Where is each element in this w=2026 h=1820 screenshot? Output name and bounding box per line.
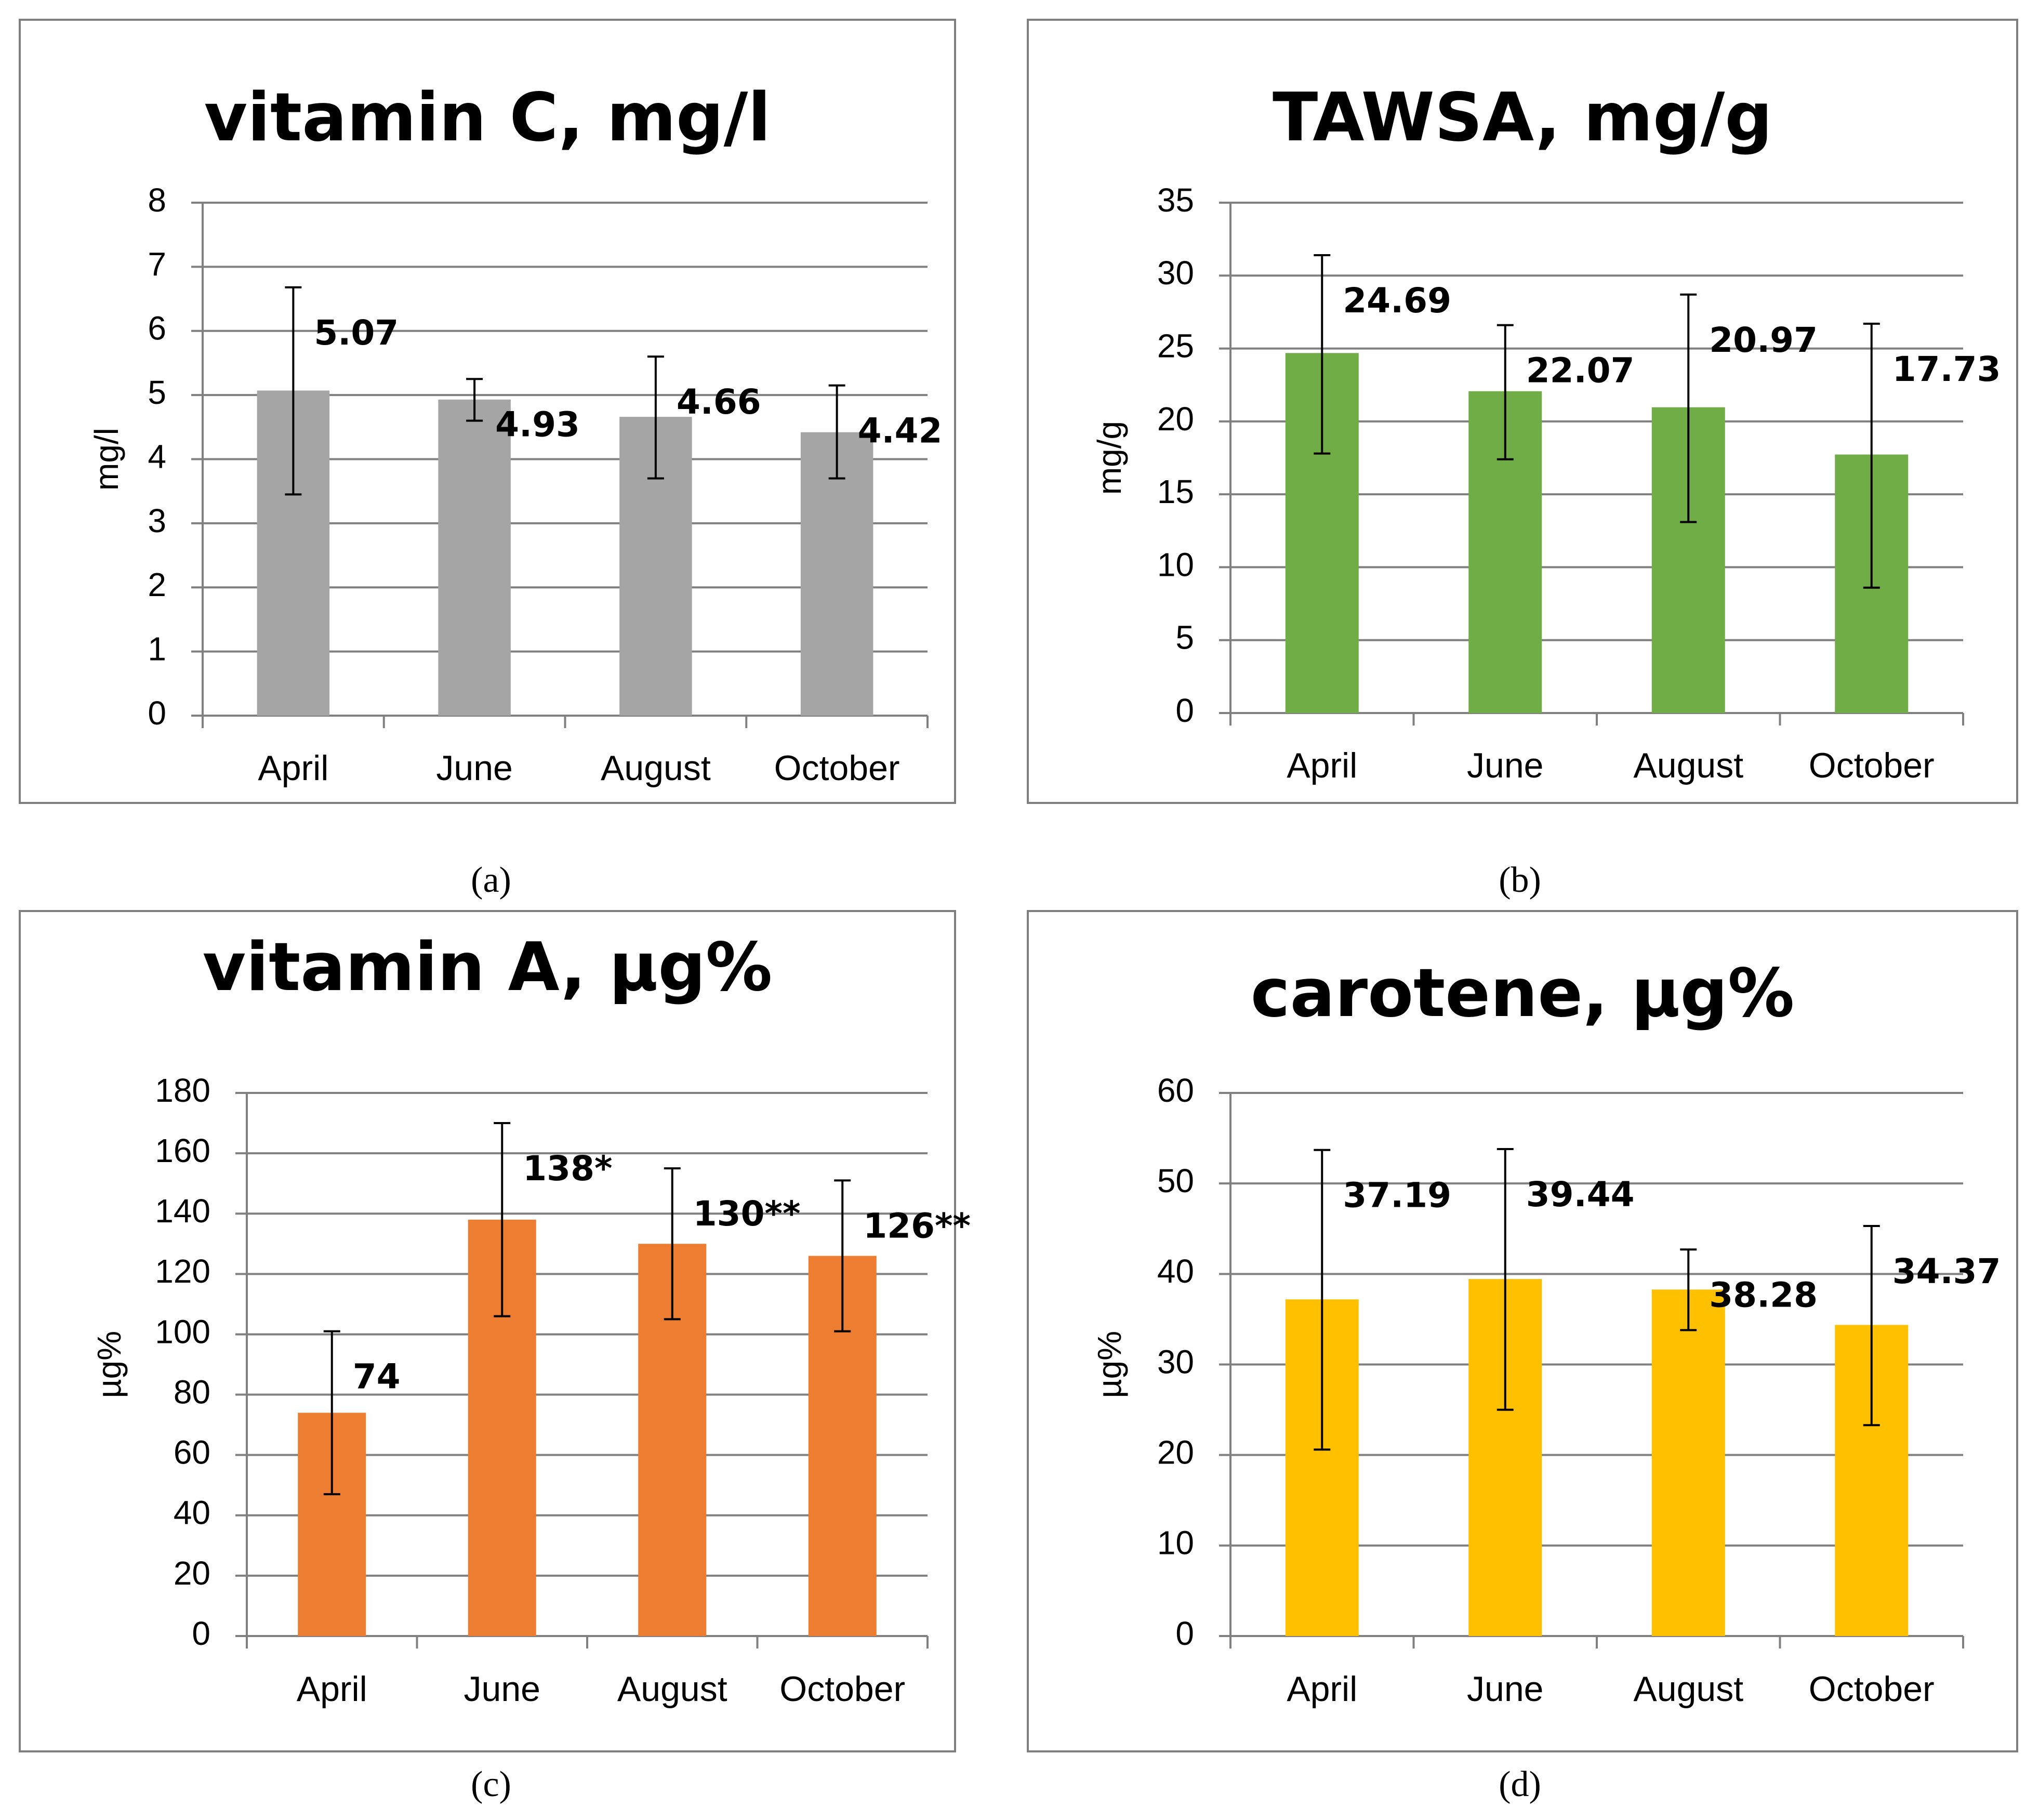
x-tick-label: August [617, 1669, 727, 1709]
y-tick-label: 6 [148, 310, 166, 347]
panel-caption: (d) [1499, 1764, 1541, 1804]
x-tick-label: April [1287, 746, 1357, 785]
y-tick-label: 40 [1157, 1252, 1194, 1290]
x-tick-label: June [436, 748, 512, 788]
y-tick-label: 4 [148, 438, 166, 475]
data-label: 39.44 [1526, 1175, 1635, 1215]
y-tick-label: 0 [148, 694, 166, 732]
x-tick-label: August [1633, 746, 1743, 785]
x-tick-label: June [1467, 746, 1543, 785]
y-tick-label: 140 [155, 1192, 210, 1230]
data-label: 130** [693, 1194, 801, 1234]
data-label: 37.19 [1343, 1176, 1451, 1216]
x-tick-label: June [464, 1669, 540, 1709]
y-tick-label: 5 [1175, 619, 1194, 656]
data-label: 126** [863, 1206, 971, 1246]
y-axis-label: mg/g [1091, 421, 1128, 495]
y-tick-label: 10 [1157, 546, 1194, 583]
chart-panel-2: TAWSA, mg/g 0 5 10 15 20 25 30 35 mg/g 24.69 April 2… [1027, 19, 2018, 804]
data-label: 138* [523, 1149, 612, 1189]
y-tick-label: 10 [1157, 1524, 1194, 1562]
y-tick-label: 60 [174, 1434, 210, 1471]
y-tick-label: 35 [1157, 181, 1194, 219]
x-tick-label: April [258, 748, 328, 788]
chart-title: vitamin C, mg/l [204, 79, 771, 156]
bar-august [1651, 1289, 1725, 1636]
y-tick-label: 50 [1157, 1162, 1194, 1199]
y-tick-label: 30 [1157, 254, 1194, 292]
data-label: 22.07 [1526, 351, 1635, 391]
y-tick-label: 80 [174, 1373, 210, 1410]
data-label: 17.73 [1892, 349, 2001, 389]
panel-caption: (b) [1499, 860, 1541, 900]
y-tick-label: 0 [1175, 692, 1194, 729]
y-tick-label: 30 [1157, 1343, 1194, 1380]
chart-title: carotene, µg% [1251, 955, 1795, 1032]
chart-title: TAWSA, mg/g [1273, 79, 1772, 156]
x-tick-label: October [1809, 746, 1935, 785]
data-label: 34.37 [1892, 1251, 2001, 1291]
x-tick-label: April [1287, 1669, 1357, 1709]
bar-october [800, 432, 873, 716]
chart-panel-3: vitamin A, µg% 0 20 40 60 80 100 120 140 160 180 µg… [19, 910, 971, 1752]
y-axis-label: mg/l [88, 428, 125, 491]
panel-caption: (c) [471, 1764, 511, 1804]
data-label: 5.07 [314, 313, 399, 353]
y-tick-label: 120 [155, 1252, 210, 1290]
y-tick-label: 2 [148, 566, 166, 603]
x-tick-label: April [297, 1669, 367, 1709]
data-label: 4.93 [495, 404, 580, 444]
y-tick-label: 25 [1157, 327, 1194, 364]
chart-panel-4: carotene, µg% 0 10 20 30 40 50 60 µg% 37.19 April 3… [1027, 910, 2018, 1752]
y-tick-label: 5 [148, 374, 166, 411]
x-tick-label: June [1467, 1669, 1543, 1709]
chart-panel-1: vitamin C, mg/l 0 1 2 3 4 5 6 7 8 mg/l 5.07 April 4.9… [19, 19, 956, 804]
bar-june [438, 399, 511, 716]
y-tick-label: 1 [148, 630, 166, 668]
y-tick-label: 20 [1157, 400, 1194, 438]
y-axis-label: µg% [90, 1331, 128, 1398]
data-label: 38.28 [1709, 1275, 1818, 1315]
y-tick-label: 40 [174, 1494, 210, 1532]
y-tick-label: 160 [155, 1132, 210, 1169]
data-label: 4.66 [677, 382, 761, 422]
x-tick-label: August [601, 748, 711, 788]
data-label: 24.69 [1343, 281, 1451, 321]
y-tick-label: 20 [1157, 1434, 1194, 1471]
y-tick-label: 0 [1175, 1615, 1194, 1652]
data-label: 4.42 [858, 411, 943, 451]
y-axis-label: µg% [1091, 1331, 1128, 1398]
x-tick-label: October [779, 1669, 905, 1709]
y-tick-label: 100 [155, 1313, 210, 1350]
x-tick-label: October [774, 748, 900, 788]
y-tick-label: 7 [148, 245, 166, 283]
y-tick-label: 3 [148, 502, 166, 539]
chart-title: vitamin A, µg% [203, 929, 773, 1006]
y-tick-label: 60 [1157, 1072, 1194, 1109]
y-tick-label: 20 [174, 1554, 210, 1592]
x-tick-label: October [1809, 1669, 1935, 1709]
data-label: 74 [353, 1357, 401, 1397]
y-tick-label: 0 [192, 1615, 210, 1652]
y-tick-label: 180 [155, 1072, 210, 1109]
y-tick-label: 15 [1157, 473, 1194, 510]
x-tick-label: August [1633, 1669, 1743, 1709]
panel-caption: (a) [471, 860, 511, 900]
data-label: 20.97 [1709, 320, 1818, 360]
y-tick-label: 8 [148, 181, 166, 219]
